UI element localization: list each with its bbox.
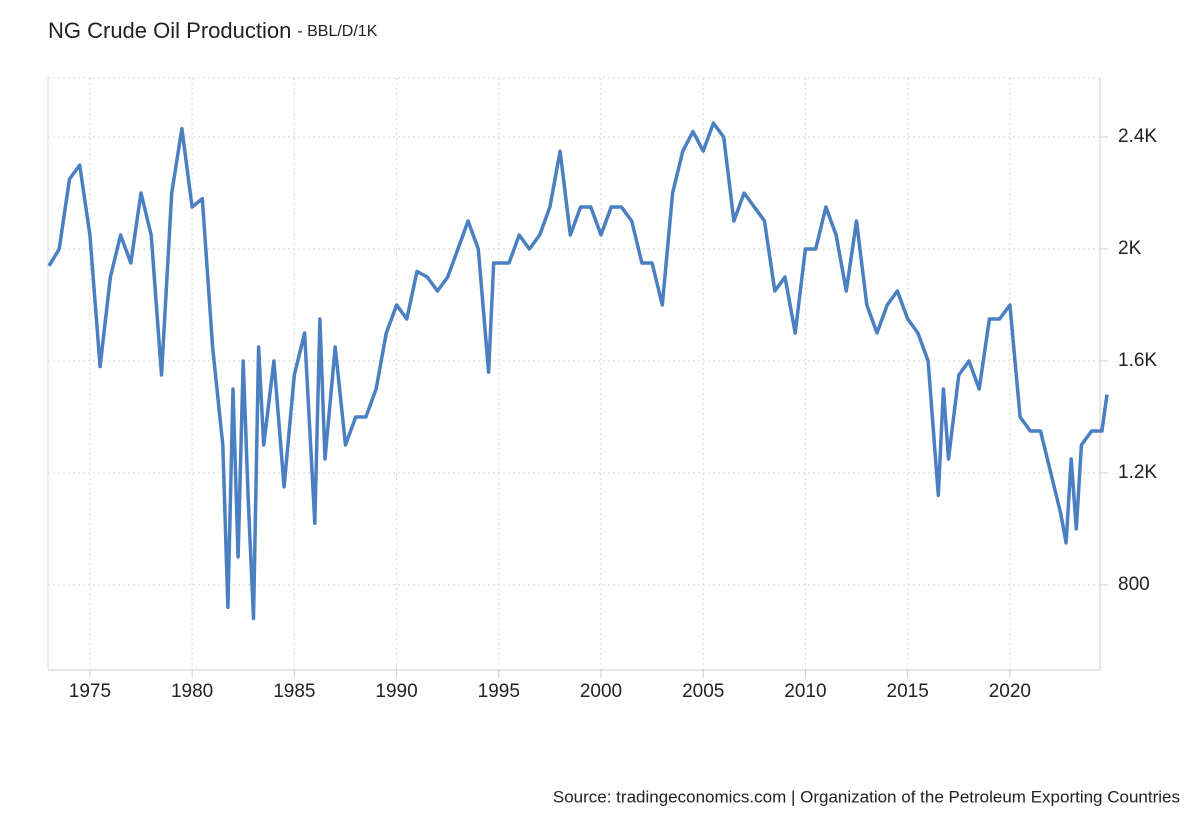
title: NG Crude Oil Production: [48, 18, 291, 43]
x-tick-label: 2015: [887, 681, 929, 702]
data-line: [47, 121, 1109, 621]
y-tick-label: 1.2K: [1118, 462, 1157, 483]
x-tick-label: 2000: [580, 681, 622, 702]
y-tick-label: 2.4K: [1118, 126, 1157, 147]
x-tick-label: 2010: [784, 681, 826, 702]
y-tick-label: 1.6K: [1118, 350, 1157, 371]
chart-title: NG Crude Oil Production - BBL/D/1K: [48, 18, 378, 43]
x-tick-label: 2020: [989, 681, 1031, 702]
source: Source: tradingeconomics.com | Organizat…: [553, 787, 1180, 806]
subtitle: - BBL/D/1K: [297, 23, 377, 40]
y-tick-label: 2K: [1118, 238, 1142, 259]
x-tick-label: 2005: [682, 681, 724, 702]
x-tick-label: 1975: [69, 681, 111, 702]
x-tick-label: 1980: [171, 681, 213, 702]
x-tick-label: 1990: [375, 681, 417, 702]
x-tick-label: 1985: [273, 681, 315, 702]
y-tick-label: 800: [1118, 574, 1150, 595]
x-tick-label: 1995: [478, 681, 520, 702]
